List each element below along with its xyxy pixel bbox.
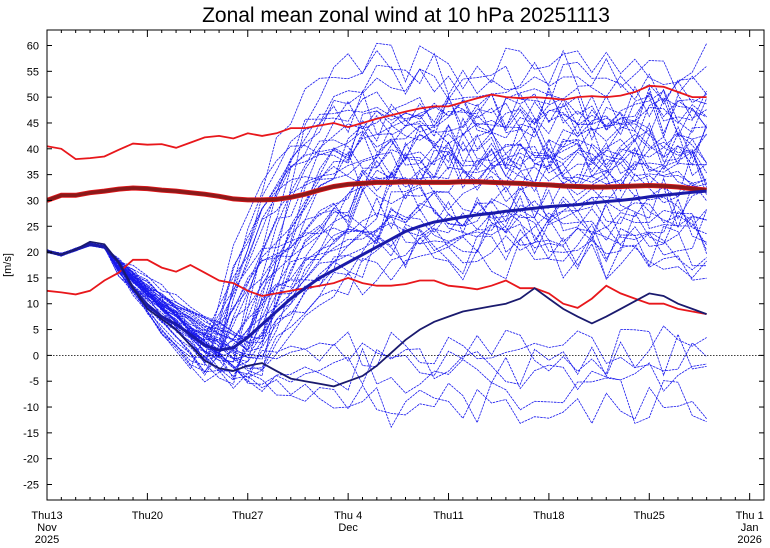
ensemble-member-line xyxy=(47,184,707,379)
x-tick-label: Thu25 xyxy=(634,510,665,522)
ensemble-member-line xyxy=(47,140,707,370)
ensemble-member-line xyxy=(47,209,707,341)
y-tick-label: 10 xyxy=(27,299,39,311)
ensemble-member-line xyxy=(47,123,707,358)
ensemble-member-line xyxy=(47,90,707,360)
y-tick-label: -15 xyxy=(23,428,39,440)
y-tick-label: 45 xyxy=(27,118,39,130)
y-tick-label: -5 xyxy=(29,376,39,388)
x-tick-label: Thu20 xyxy=(132,510,163,522)
ensemble-member-line xyxy=(47,131,707,372)
ensemble-member-line xyxy=(47,194,707,344)
x-tick-label: Thu18 xyxy=(533,510,564,522)
ensemble-member-line xyxy=(47,210,707,340)
climatology-line xyxy=(47,258,707,315)
ensemble-member-line xyxy=(47,179,707,350)
y-tick-label: 35 xyxy=(27,170,39,182)
x-tick-label: Nov xyxy=(37,522,57,534)
ensemble-member-line xyxy=(47,87,707,351)
x-tick-label: Thu 4 xyxy=(334,510,362,522)
y-tick-label: 15 xyxy=(27,273,39,285)
y-tick-label: 5 xyxy=(33,325,39,337)
ensemble-member-line xyxy=(47,223,707,371)
x-tick-label: 2025 xyxy=(35,534,59,546)
y-tick-label: 55 xyxy=(27,66,39,78)
axes-layer: -25-20-15-10-5051015202530354045505560Th… xyxy=(23,29,765,546)
ensemble-mean-line xyxy=(47,189,707,352)
control-line xyxy=(47,240,707,388)
x-tick-label: Thu27 xyxy=(232,510,263,522)
ensemble-member-line xyxy=(47,138,707,360)
ensemble-member-line xyxy=(47,243,707,386)
y-tick-label: 40 xyxy=(27,144,39,156)
ensemble-member-line xyxy=(47,211,707,332)
y-axis-label: [m/s] xyxy=(2,253,14,277)
ensemble-member-line xyxy=(47,184,707,373)
ensemble-member-line xyxy=(47,93,707,377)
climatology-line xyxy=(47,84,707,161)
ensemble-members-layer xyxy=(47,42,707,429)
y-tick-label: 30 xyxy=(27,195,39,207)
ensemble-member-line xyxy=(47,233,707,369)
y-tick-label: -25 xyxy=(23,480,39,492)
y-tick-label: 0 xyxy=(33,350,39,362)
y-tick-label: -10 xyxy=(23,402,39,414)
y-tick-label: 50 xyxy=(27,92,39,104)
y-tick-label: 20 xyxy=(27,247,39,259)
x-tick-label: Thu 1 xyxy=(736,510,764,522)
x-tick-label: 2026 xyxy=(737,534,761,546)
ensemble-member-line xyxy=(47,243,707,429)
ensemble-member-line xyxy=(47,90,707,374)
ensemble-member-line xyxy=(47,61,707,347)
x-tick-label: Dec xyxy=(338,522,358,534)
ensemble-member-line xyxy=(47,85,707,385)
x-tick-label: Jan xyxy=(741,522,759,534)
ensemble-member-line xyxy=(47,96,707,364)
chart-title: Zonal mean zonal wind at 10 hPa 20251113 xyxy=(202,4,610,27)
ensemble-member-line xyxy=(47,130,707,358)
ensemble-member-line xyxy=(47,150,707,336)
ensemble-member-line xyxy=(47,42,707,363)
climatology-mean-line xyxy=(47,180,707,203)
y-tick-label: 25 xyxy=(27,221,39,233)
x-tick-label: Thu11 xyxy=(433,510,463,522)
ensemble-member-line xyxy=(47,243,707,424)
ensemble-member-line xyxy=(47,244,707,394)
y-tick-label: 60 xyxy=(27,40,39,52)
ensemble-member-line xyxy=(47,124,707,381)
y-tick-label: -20 xyxy=(23,454,39,466)
ensemble-member-line xyxy=(47,117,707,383)
ensemble-member-line xyxy=(47,201,707,341)
series-layer xyxy=(47,84,707,388)
x-tick-label: Thu13 xyxy=(31,510,62,522)
ensemble-member-line xyxy=(47,236,707,340)
